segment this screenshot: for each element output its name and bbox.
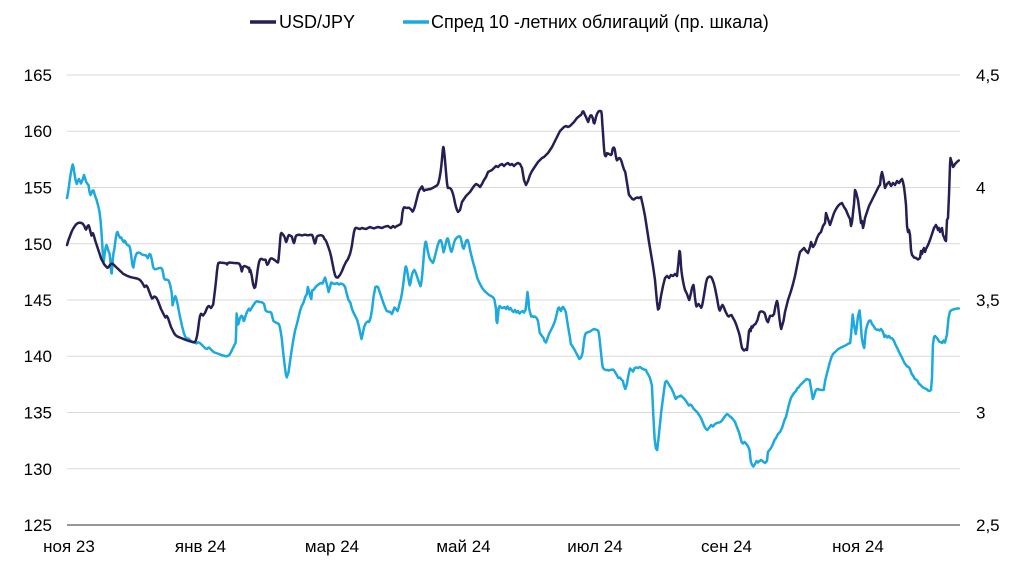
svg-text:125: 125 [24, 516, 52, 535]
svg-text:135: 135 [24, 404, 52, 423]
svg-text:мар 24: мар 24 [305, 537, 359, 556]
svg-text:2,5: 2,5 [976, 516, 1000, 535]
svg-text:май 24: май 24 [436, 537, 490, 556]
svg-text:USD/JPY: USD/JPY [279, 12, 355, 32]
svg-text:ноя 24: ноя 24 [832, 537, 884, 556]
svg-text:160: 160 [24, 122, 52, 141]
svg-text:130: 130 [24, 460, 52, 479]
svg-text:Спред 10 -летних облигаций (пр: Спред 10 -летних облигаций (пр. шкала) [431, 12, 769, 32]
svg-text:150: 150 [24, 235, 52, 254]
svg-text:июл 24: июл 24 [567, 537, 622, 556]
svg-text:140: 140 [24, 347, 52, 366]
svg-text:165: 165 [24, 66, 52, 85]
svg-text:145: 145 [24, 291, 52, 310]
svg-text:янв 24: янв 24 [175, 537, 226, 556]
svg-text:3: 3 [976, 404, 985, 423]
svg-text:3,5: 3,5 [976, 291, 1000, 310]
svg-text:сен 24: сен 24 [701, 537, 752, 556]
svg-text:4: 4 [976, 179, 985, 198]
svg-text:4,5: 4,5 [976, 66, 1000, 85]
svg-text:155: 155 [24, 179, 52, 198]
svg-text:ноя 23: ноя 23 [43, 537, 95, 556]
